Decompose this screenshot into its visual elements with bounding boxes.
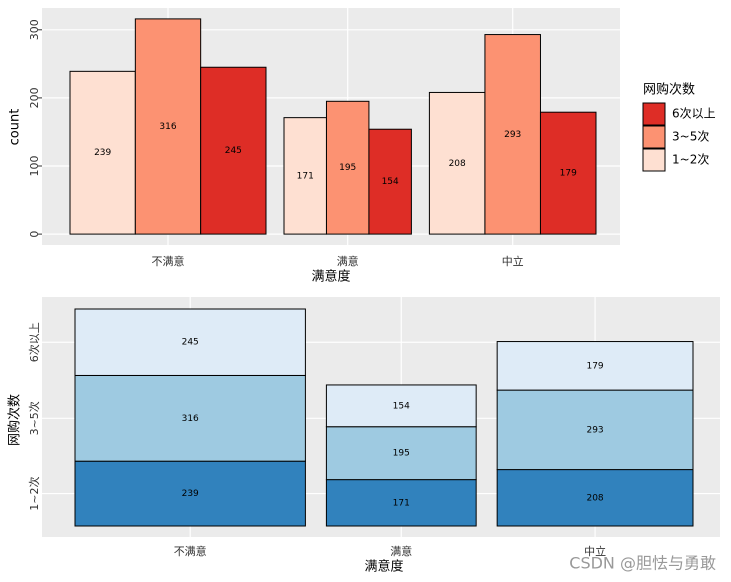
value-label: 195 <box>339 163 356 173</box>
value-label: 239 <box>94 148 111 158</box>
y-tick-label: 300 <box>28 19 41 40</box>
value-label: 316 <box>159 122 176 132</box>
legend-label: 1~2次 <box>672 153 709 167</box>
y-tick-label: 100 <box>28 156 41 177</box>
x-tick-label: 中立 <box>584 544 606 558</box>
value-label: 316 <box>182 414 199 424</box>
x-tick-label: 满意 <box>390 544 412 558</box>
x-tick-label: 不满意 <box>152 254 185 268</box>
bar-segment <box>74 460 306 527</box>
bar <box>69 70 136 235</box>
legend-key <box>642 125 666 149</box>
legend-key <box>642 102 666 126</box>
y-axis-title: count <box>8 109 23 146</box>
legend-label: 6次以上 <box>672 107 716 121</box>
value-label: 208 <box>449 159 466 169</box>
y-tick-label: 200 <box>28 87 41 108</box>
bar <box>428 91 486 235</box>
value-label: 179 <box>586 361 603 371</box>
bar-segment <box>325 426 477 481</box>
watermark: CSDN @胆怯与勇敢 <box>569 554 716 573</box>
bar-segment <box>325 479 477 527</box>
x-tick-label: 满意 <box>337 254 359 268</box>
x-axis-title: 满意度 <box>364 559 403 575</box>
value-label: 154 <box>393 401 410 411</box>
x-tick-label: 中立 <box>502 254 524 268</box>
x-axis-title: 满意度 <box>311 269 350 285</box>
legend-label: 3~5次 <box>672 130 709 144</box>
value-label: 239 <box>182 489 199 499</box>
bar-segment <box>496 341 694 391</box>
value-label: 154 <box>382 177 399 187</box>
value-label: 179 <box>560 169 577 179</box>
value-label: 245 <box>182 338 199 348</box>
bar-segment <box>325 384 477 428</box>
y-tick-label: 6次以上 <box>27 322 41 362</box>
bar <box>200 66 267 235</box>
bar <box>325 100 370 235</box>
value-label: 293 <box>504 130 521 140</box>
value-label: 171 <box>297 171 314 181</box>
bar-segment <box>74 374 306 462</box>
value-label: 195 <box>393 449 410 459</box>
bar <box>539 111 597 235</box>
value-label: 293 <box>586 425 603 435</box>
y-axis-title: 网购次数 <box>7 394 23 446</box>
legend-title: 网购次数 <box>643 82 695 98</box>
bar-segment <box>496 389 694 471</box>
bar <box>368 128 412 235</box>
legend-key <box>642 148 666 172</box>
bar <box>484 34 541 235</box>
bar <box>283 117 327 235</box>
bar-segment <box>74 308 306 376</box>
value-label: 171 <box>393 498 410 508</box>
y-tick-label: 3~5次 <box>27 401 41 435</box>
x-tick-label: 不满意 <box>174 544 207 558</box>
value-label: 208 <box>586 493 603 503</box>
y-tick-label: 0 <box>28 231 41 238</box>
value-label: 245 <box>225 146 242 156</box>
y-tick-label: 1~2次 <box>27 476 41 510</box>
